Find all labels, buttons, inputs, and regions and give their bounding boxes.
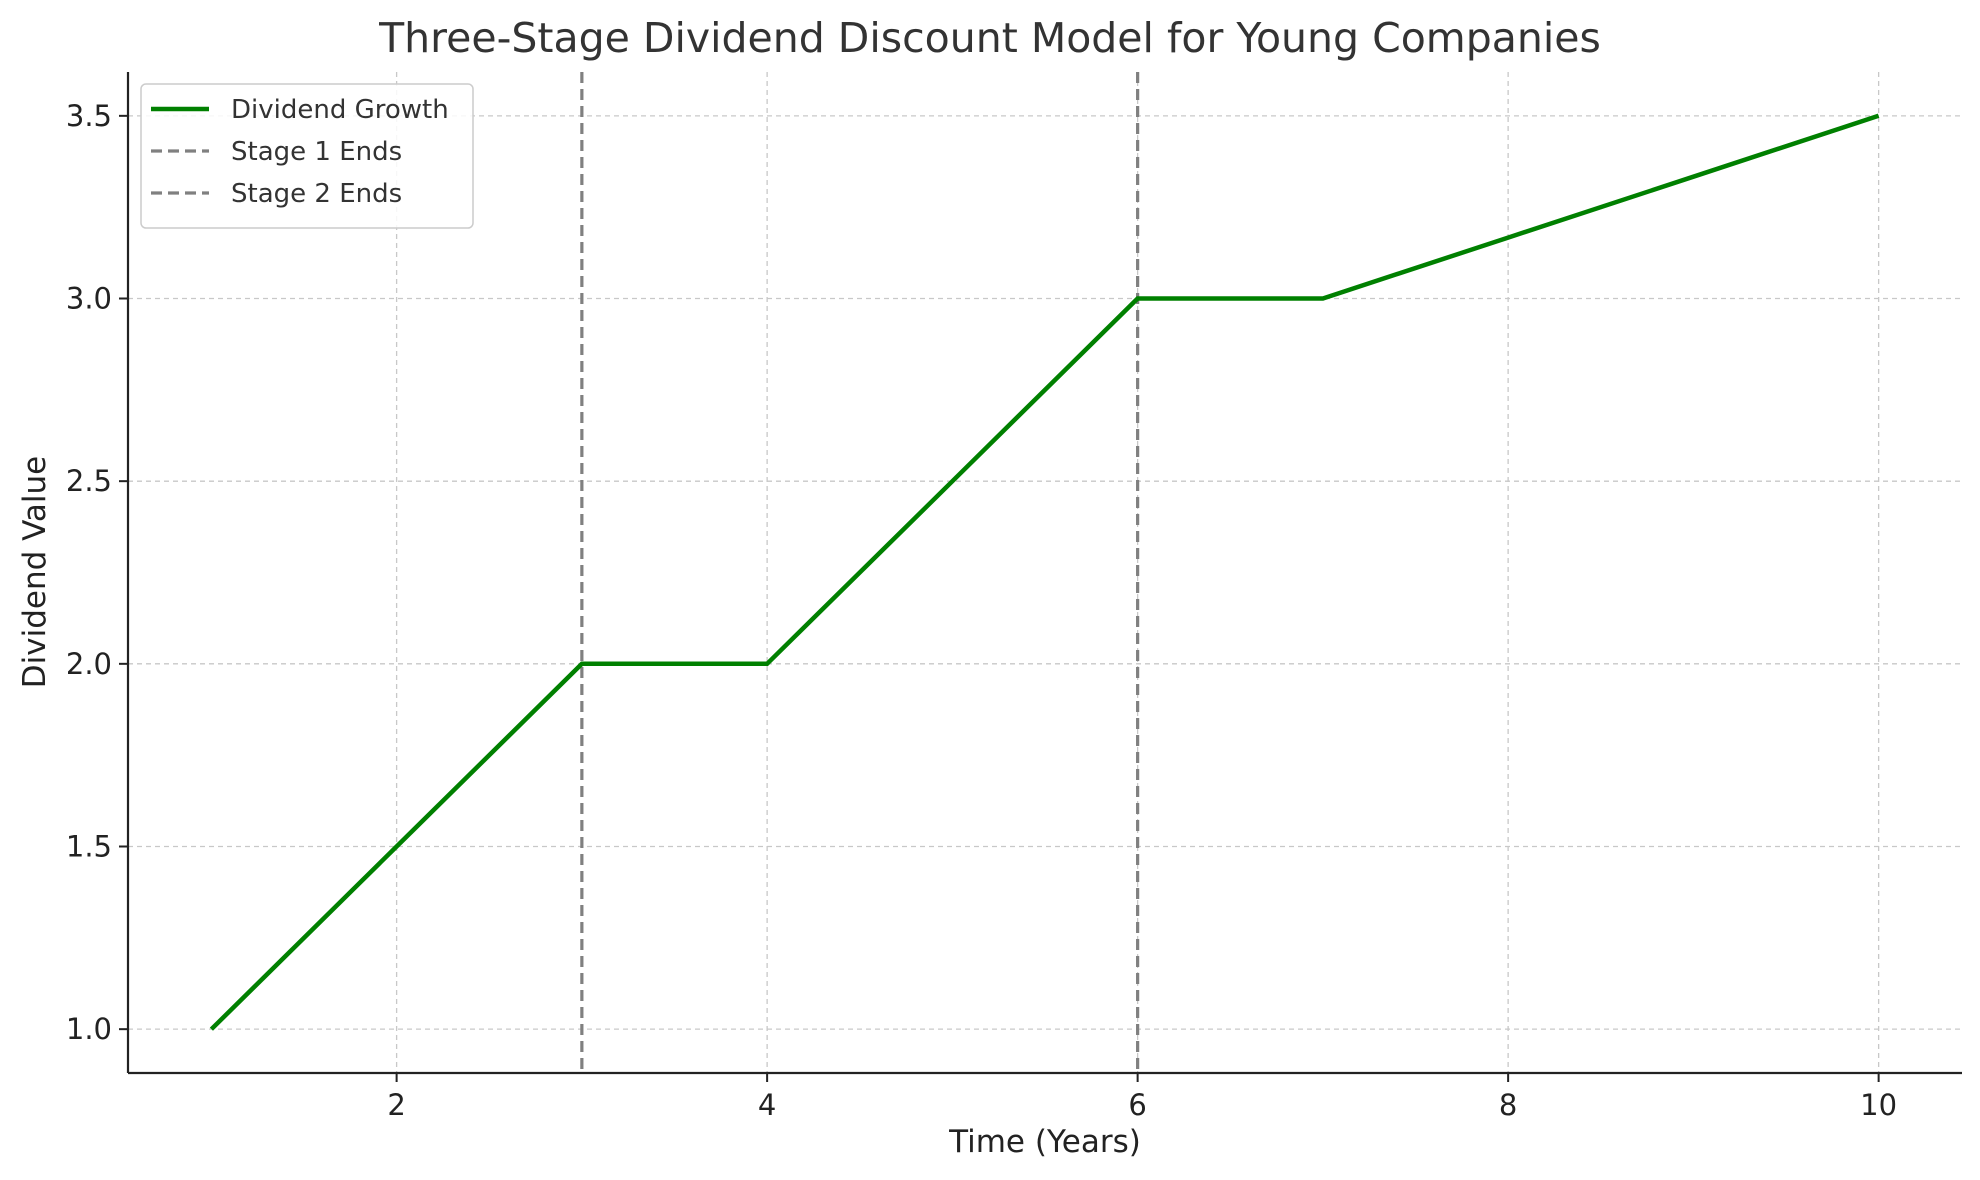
legend-label: Stage 2 Ends bbox=[231, 179, 402, 209]
y-axis-label: Dividend Value bbox=[17, 456, 53, 689]
y-tick-label: 2.0 bbox=[66, 647, 112, 681]
chart-title: Three-Stage Dividend Discount Model for … bbox=[378, 14, 1601, 62]
stage-lines bbox=[580, 72, 1140, 1073]
series bbox=[209, 113, 1880, 1031]
x-axis-label: Time (Years) bbox=[948, 1124, 1141, 1160]
x-tick-label: 2 bbox=[387, 1088, 405, 1122]
y-tick-label: 3.5 bbox=[66, 99, 112, 133]
y-tick-label: 1.5 bbox=[66, 829, 112, 863]
axes bbox=[126, 72, 1962, 1075]
legend: Dividend Growth Stage 1 Ends Stage 2 Ends bbox=[140, 83, 474, 229]
y-tick-label: 3.0 bbox=[66, 282, 112, 316]
legend-label: Stage 1 Ends bbox=[231, 137, 402, 167]
ticks: 2 4 6 8 10 1.0 1.5 2.0 2.5 3.0 3.5 bbox=[66, 99, 1897, 1122]
x-tick-label: 8 bbox=[1499, 1088, 1517, 1122]
x-tick-label: 6 bbox=[1128, 1088, 1146, 1122]
y-tick-label: 2.5 bbox=[66, 464, 112, 498]
legend-label: Dividend Growth bbox=[231, 95, 449, 125]
legend-box bbox=[140, 83, 474, 229]
y-tick-label: 1.0 bbox=[66, 1012, 112, 1046]
x-tick-label: 4 bbox=[758, 1088, 776, 1122]
x-tick-label: 10 bbox=[1860, 1088, 1897, 1122]
series-line-dividend-growth bbox=[209, 113, 1880, 1031]
